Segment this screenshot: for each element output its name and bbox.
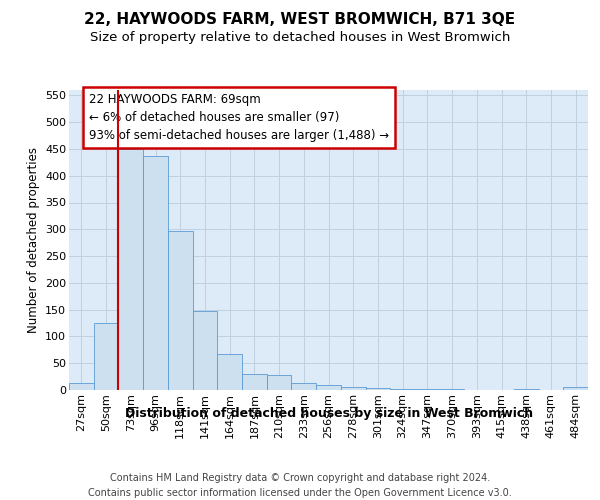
Text: Distribution of detached houses by size in West Bromwich: Distribution of detached houses by size … <box>125 408 533 420</box>
Bar <box>267 375 292 390</box>
Bar <box>69 382 94 390</box>
Text: 22 HAYWOODS FARM: 69sqm
← 6% of detached houses are smaller (97)
93% of semi-det: 22 HAYWOODS FARM: 69sqm ← 6% of detached… <box>89 92 389 142</box>
Bar <box>316 385 341 390</box>
Bar <box>94 323 118 390</box>
Bar <box>118 149 143 390</box>
Bar <box>242 374 267 390</box>
Bar <box>563 388 588 390</box>
Text: Contains HM Land Registry data © Crown copyright and database right 2024.
Contai: Contains HM Land Registry data © Crown c… <box>88 472 512 498</box>
Text: Size of property relative to detached houses in West Bromwich: Size of property relative to detached ho… <box>90 31 510 44</box>
Bar <box>217 354 242 390</box>
Bar <box>168 231 193 390</box>
Bar <box>292 382 316 390</box>
Text: 22, HAYWOODS FARM, WEST BROMWICH, B71 3QE: 22, HAYWOODS FARM, WEST BROMWICH, B71 3Q… <box>85 12 515 28</box>
Bar <box>341 387 365 390</box>
Bar <box>143 156 168 390</box>
Bar <box>193 311 217 390</box>
Bar <box>365 388 390 390</box>
Y-axis label: Number of detached properties: Number of detached properties <box>26 147 40 333</box>
